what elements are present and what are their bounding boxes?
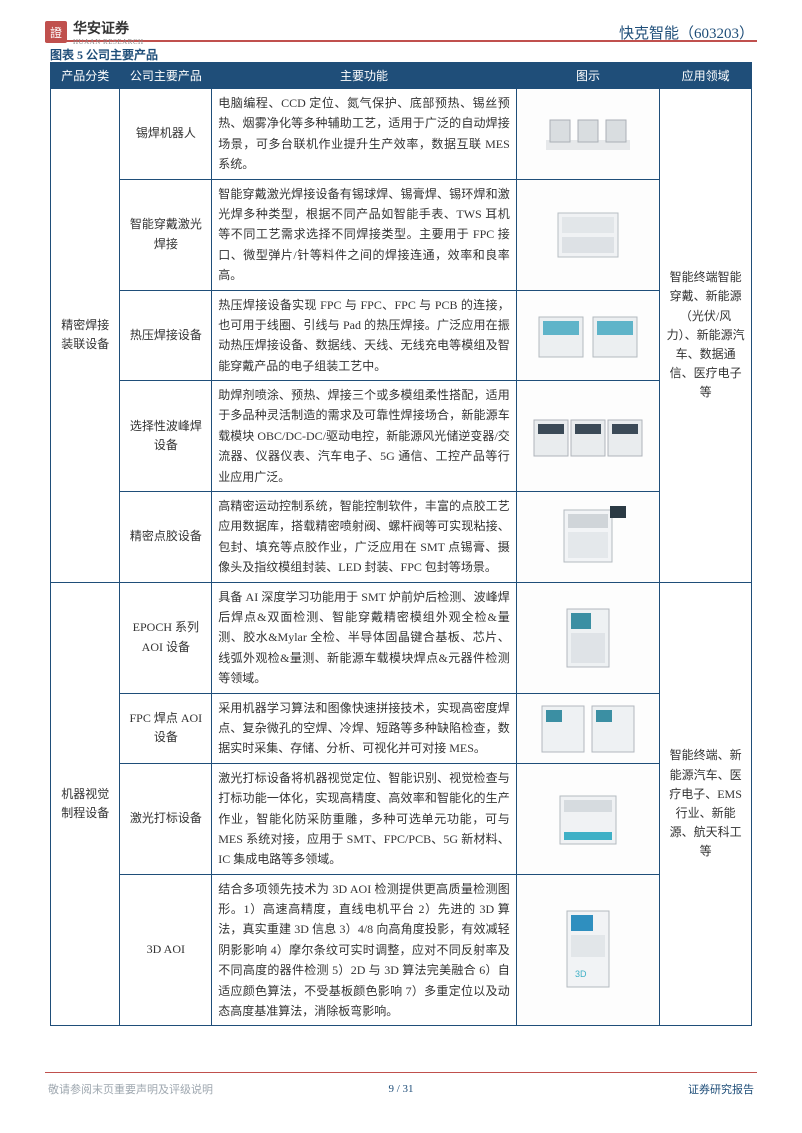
stock-code: （603203） [679,26,754,42]
table-row: 激光打标设备 激光打标设备将机器视觉定位、智能识别、视觉检查与打标功能一体化，实… [51,763,752,874]
table-row: 选择性波峰焊设备 助焊剂喷涂、预热、焊接三个或多模组柔性搭配，适用于多品种灵活制… [51,381,752,492]
table-header-row: 产品分类 公司主要产品 主要功能 图示 应用领域 [51,63,752,89]
cell-product: 锡焊机器人 [120,89,212,180]
logo-company-cn: 华安证券 [73,18,144,38]
header-stock: 快克智能（603203） [619,22,754,43]
table-row: 机器视觉制程设备 EPOCH 系列AOI 设备 具备 AI 深度学习功能用于 S… [51,582,752,693]
cell-function: 高精密运动控制系统，智能控制软件，丰富的点胶工艺应用数据库，搭载精密喷射阀、螺杆… [212,492,517,583]
cell-category: 精密焊接装联设备 [51,89,120,583]
th-category: 产品分类 [51,63,120,89]
cell-product: 激光打标设备 [120,763,212,874]
product-table: 产品分类 公司主要产品 主要功能 图示 应用领域 精密焊接装联设备 锡焊机器人 … [50,62,752,1026]
table-row: 智能穿戴激光焊接 智能穿戴激光焊接设备有锡球焊、锡膏焊、锡环焊和激光焊多种类型，… [51,179,752,290]
cell-product: 精密点胶设备 [120,492,212,583]
cell-function: 助焊剂喷涂、预热、焊接三个或多模组柔性搭配，适用于多品种灵活制造的需求及可靠性焊… [212,381,517,492]
machine-icon [534,698,642,758]
cell-image [516,179,659,290]
cell-product: FPC 焊点 AOI设备 [120,693,212,763]
table-row: 精密焊接装联设备 锡焊机器人 电脑编程、CCD 定位、氮气保护、底部预热、锡丝预… [51,89,752,180]
cell-function: 热压焊接设备实现 FPC 与 FPC、FPC 与 PCB 的连接，也可用于线圈、… [212,290,517,381]
logo-company-en: HUAAN RESEARCH [73,38,144,46]
th-application: 应用领域 [660,63,752,89]
page-footer: 敬请参阅末页重要声明及评级说明 9 / 31 证券研究报告 [48,1081,754,1097]
th-product: 公司主要产品 [120,63,212,89]
cell-function: 电脑编程、CCD 定位、氮气保护、底部预热、锡丝预热、烟雾净化等多种辅助工艺，适… [212,89,517,180]
page-current: 9 [388,1083,394,1095]
footer-report-type: 证券研究报告 [688,1081,754,1097]
page-total: 31 [403,1083,414,1095]
cell-image [516,381,659,492]
cell-product: 热压焊接设备 [120,290,212,381]
machine-icon [538,110,638,158]
cell-function: 智能穿戴激光焊接设备有锡球焊、锡膏焊、锡环焊和激光焊多种类型，根据不同产品如智能… [212,179,517,290]
cell-function: 结合多项领先技术为 3D AOI 检测提供更高质量检测图形。1）高速高精度，直线… [212,874,517,1026]
machine-icon [540,788,636,850]
cell-image [516,89,659,180]
table-row: 精密点胶设备 高精密运动控制系统，智能控制软件，丰富的点胶工艺应用数据库，搭载精… [51,492,752,583]
footer-pagenum: 9 / 31 [48,1083,754,1095]
machine-icon: 3D [543,905,633,995]
cell-image: 3D [516,874,659,1026]
machine-icon [538,504,638,570]
cell-category: 机器视觉制程设备 [51,582,120,1026]
th-function: 主要功能 [212,63,517,89]
th-image: 图示 [516,63,659,89]
cell-image [516,693,659,763]
table-row: 热压焊接设备 热压焊接设备实现 FPC 与 FPC、FPC 与 PCB 的连接，… [51,290,752,381]
machine-icon [533,307,643,363]
cell-function: 具备 AI 深度学习功能用于 SMT 炉前炉后检测、波峰焊后焊点&双面检测、智能… [212,582,517,693]
cell-product: 智能穿戴激光焊接 [120,179,212,290]
cell-image [516,582,659,693]
machine-icon [530,408,646,464]
caption-prefix: 图表 5 [50,48,83,62]
cell-image [516,290,659,381]
stock-name: 快克智能 [619,26,679,42]
cell-function: 激光打标设备将机器视觉定位、智能识别、视觉检查与打标功能一体化，实现高精度、高效… [212,763,517,874]
svg-text:3D: 3D [575,969,587,979]
cell-product: 3D AOI [120,874,212,1026]
cell-product: EPOCH 系列AOI 设备 [120,582,212,693]
page-header: 證 华安证券 HUAAN RESEARCH 快克智能（603203） [45,18,754,46]
machine-icon [543,603,633,673]
cell-image [516,492,659,583]
table-row: 3D AOI 结合多项领先技术为 3D AOI 检测提供更高质量检测图形。1）高… [51,874,752,1026]
table-caption: 图表 5 公司主要产品 [50,46,158,63]
cell-application: 智能终端、新能源汽车、医疗电子、EMS 行业、新能源、航天科工等 [660,582,752,1026]
cell-product: 选择性波峰焊设备 [120,381,212,492]
cell-application: 智能终端智能穿戴、新能源（光伏/风力）、新能源汽车、数据通信、医疗电子等 [660,89,752,583]
machine-icon [538,205,638,265]
caption-text: 公司主要产品 [86,48,158,62]
logo-seal-icon: 證 [45,21,67,43]
cell-function: 采用机器学习算法和图像快速拼接技术，实现高密度焊点、复杂微孔的空焊、冷焊、短路等… [212,693,517,763]
table-row: FPC 焊点 AOI设备 采用机器学习算法和图像快速拼接技术，实现高密度焊点、复… [51,693,752,763]
cell-image [516,763,659,874]
logo-block: 證 华安证券 HUAAN RESEARCH [45,18,144,46]
